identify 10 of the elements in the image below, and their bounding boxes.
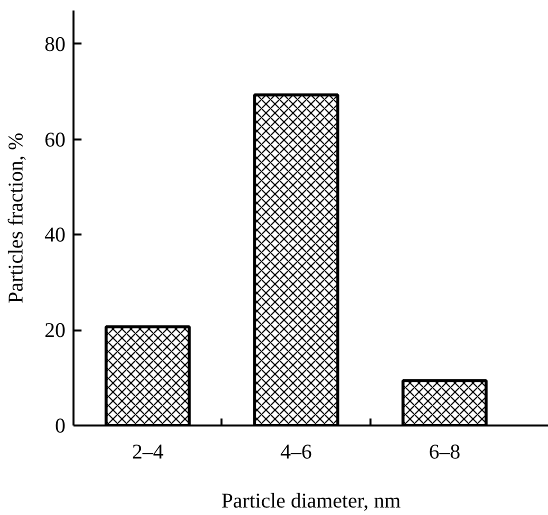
y-tick-label: 0 bbox=[55, 414, 66, 438]
x-tick-label: 2–4 bbox=[132, 440, 164, 464]
x-axis-title: Particle diameter, nm bbox=[221, 488, 401, 512]
x-tick-label: 4–6 bbox=[280, 440, 312, 464]
y-axis-title: Particles fraction, % bbox=[4, 132, 28, 304]
y-tick-label: 40 bbox=[44, 222, 66, 247]
y-tick-label: 60 bbox=[44, 127, 66, 152]
y-tick-label: 80 bbox=[44, 32, 66, 56]
x-tick-label: 6–8 bbox=[428, 440, 460, 464]
y-tick-label: 20 bbox=[44, 318, 66, 342]
